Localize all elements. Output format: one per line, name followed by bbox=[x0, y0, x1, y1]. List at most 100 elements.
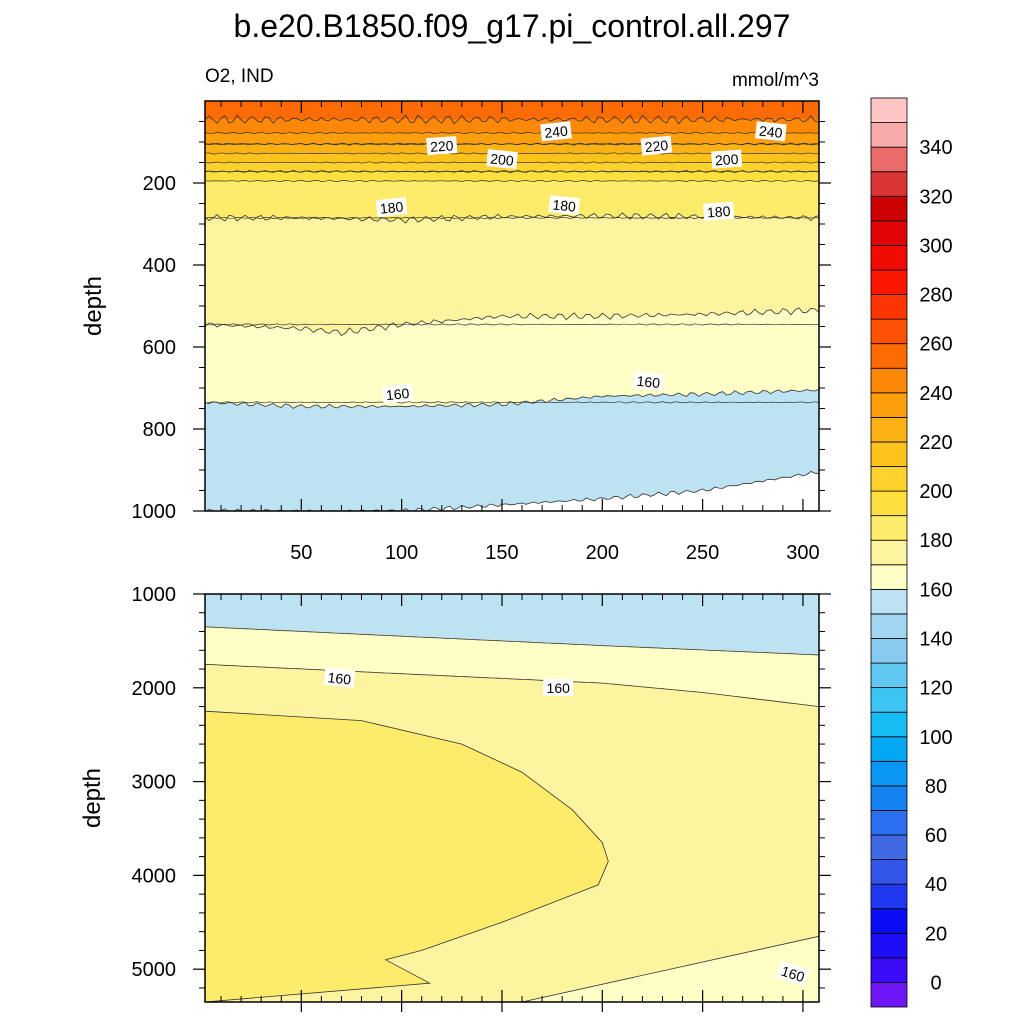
colorbar-label: 340 bbox=[919, 137, 952, 159]
colorbar-swatch bbox=[870, 932, 908, 959]
upper-contour-line bbox=[205, 179, 819, 183]
colorbar-label: 20 bbox=[925, 923, 947, 945]
colorbar-swatch bbox=[870, 441, 908, 467]
upper-x-tick-label: 300 bbox=[786, 542, 819, 564]
colorbar-label: 300 bbox=[919, 235, 952, 257]
svg-text:240: 240 bbox=[758, 123, 783, 141]
units-label: mmol/m^3 bbox=[732, 70, 819, 91]
lower-y-tick-label: 1000 bbox=[132, 584, 177, 606]
colorbar-swatch bbox=[870, 736, 908, 762]
colorbar-label: 160 bbox=[919, 579, 952, 601]
upper-y-axis-label: depth bbox=[80, 276, 107, 336]
lower-contour-label: 160 bbox=[776, 960, 810, 987]
colorbar-swatch bbox=[870, 318, 908, 345]
upper-contour-line-220 bbox=[205, 142, 819, 146]
svg-text:160: 160 bbox=[327, 669, 352, 687]
upper-y-tick-label: 600 bbox=[143, 337, 176, 359]
svg-text:220: 220 bbox=[430, 137, 455, 155]
svg-text:180: 180 bbox=[379, 198, 404, 216]
svg-text:160: 160 bbox=[385, 385, 410, 403]
colorbar-swatch bbox=[870, 367, 908, 394]
colorbar-swatch bbox=[870, 416, 908, 443]
lower-y-tick-label: 2000 bbox=[132, 678, 177, 700]
upper-y-tick-label: 200 bbox=[143, 173, 176, 195]
colorbar-label: 80 bbox=[925, 776, 947, 798]
colorbar-swatch bbox=[870, 687, 908, 713]
colorbar-label: 0 bbox=[930, 972, 941, 994]
upper-contour-label: 180 bbox=[703, 201, 735, 221]
upper-x-tick-label: 100 bbox=[385, 542, 418, 564]
upper-y-tick-label: 800 bbox=[143, 419, 176, 441]
upper-contour-label: 240 bbox=[755, 121, 787, 142]
lower-y-tick-label: 3000 bbox=[132, 772, 177, 794]
svg-text:240: 240 bbox=[544, 123, 569, 141]
colorbar-label: 180 bbox=[919, 530, 952, 552]
colorbar-label: 100 bbox=[919, 727, 952, 749]
upper-band-250-260 bbox=[205, 101, 819, 121]
colorbar-swatch bbox=[870, 957, 908, 983]
colorbar-swatch bbox=[870, 220, 908, 246]
lower-contour-line-160 bbox=[205, 663, 819, 707]
svg-text:200: 200 bbox=[490, 150, 515, 168]
colorbar-swatch bbox=[870, 908, 908, 934]
colorbar-swatch bbox=[870, 982, 908, 1008]
lower-contour-line-170 bbox=[205, 710, 609, 1002]
colorbar-swatch bbox=[870, 515, 908, 541]
colorbar-label: 260 bbox=[919, 334, 952, 356]
upper-contour-label: 220 bbox=[426, 136, 458, 156]
colorbar-label: 280 bbox=[919, 285, 952, 307]
lower-bands bbox=[205, 594, 819, 1002]
upper-panel: 240 240 220 220 200 200 180 180 180 160 160 50 100 1… bbox=[80, 100, 831, 564]
lower-contour-label: 160 bbox=[543, 678, 574, 696]
colorbar: 0 20 40 60 80 100 120 140 160 180 200 220 240 260 280 3… bbox=[870, 97, 953, 1008]
upper-x-tick-label: 150 bbox=[485, 542, 518, 564]
upper-contour-line-240 bbox=[205, 114, 819, 125]
colorbar-swatch bbox=[870, 564, 908, 590]
lower-y-tick-label: 5000 bbox=[132, 959, 177, 981]
lower-panel: 160 160 160 1000 2000 3000 4000 5000 depth bbox=[79, 584, 831, 1012]
svg-text:180: 180 bbox=[552, 196, 577, 214]
lower-y-axis-label: depth bbox=[79, 768, 106, 828]
colorbar-swatch bbox=[870, 662, 908, 689]
colorbar-label: 120 bbox=[919, 678, 952, 700]
colorbar-swatch bbox=[870, 245, 908, 271]
upper-contour-label: 220 bbox=[640, 135, 673, 156]
upper-contour-labels: 240 240 220 220 200 200 180 180 180 160 160 bbox=[375, 121, 787, 404]
colorbar-swatch bbox=[870, 883, 908, 910]
upper-band-230-240 bbox=[205, 131, 819, 146]
colorbar-swatch bbox=[870, 613, 908, 639]
variable-region-label: O2, IND bbox=[205, 66, 274, 87]
lower-y-tick-label: 4000 bbox=[132, 865, 177, 887]
lower-axis-ticks: 1000 2000 3000 4000 5000 bbox=[132, 584, 831, 1012]
upper-contour-label: 240 bbox=[540, 121, 572, 142]
upper-contour-label: 180 bbox=[375, 197, 408, 218]
upper-y-tick-label: 400 bbox=[143, 255, 176, 277]
colorbar-swatch bbox=[870, 711, 908, 738]
colorbar-swatch bbox=[870, 810, 908, 836]
lower-contour-lines bbox=[205, 626, 819, 1002]
colorbar-swatch bbox=[870, 294, 908, 320]
svg-text:220: 220 bbox=[644, 137, 669, 155]
colorbar-swatch bbox=[870, 466, 908, 492]
colorbar-label: 220 bbox=[919, 432, 952, 454]
upper-contour-label: 200 bbox=[486, 149, 518, 170]
svg-text:180: 180 bbox=[706, 203, 731, 221]
colorbar-swatch bbox=[870, 760, 908, 787]
svg-text:200: 200 bbox=[714, 151, 739, 169]
colorbar-swatch bbox=[870, 392, 908, 418]
lower-contour-label: 160 bbox=[323, 667, 356, 688]
colorbar-label: 320 bbox=[919, 186, 952, 208]
colorbar-label: 40 bbox=[925, 874, 947, 896]
svg-text:160: 160 bbox=[779, 963, 806, 986]
lower-contour-line-150 bbox=[205, 626, 819, 656]
colorbar-label: 200 bbox=[919, 481, 952, 503]
colorbar-swatch bbox=[870, 122, 908, 148]
colorbar-swatch bbox=[870, 859, 908, 885]
colorbar-label: 60 bbox=[925, 825, 947, 847]
figure-title: b.e20.B1850.f09_g17.pi_control.all.297 bbox=[234, 8, 791, 44]
colorbar-swatch bbox=[870, 97, 908, 123]
upper-contour-line bbox=[205, 131, 819, 135]
svg-text:160: 160 bbox=[547, 680, 571, 696]
upper-contour-line-160 bbox=[205, 388, 819, 409]
